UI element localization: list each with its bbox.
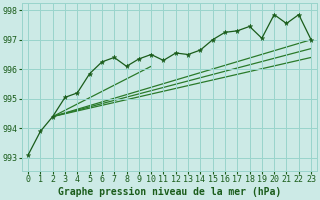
X-axis label: Graphe pression niveau de la mer (hPa): Graphe pression niveau de la mer (hPa) — [58, 187, 281, 197]
